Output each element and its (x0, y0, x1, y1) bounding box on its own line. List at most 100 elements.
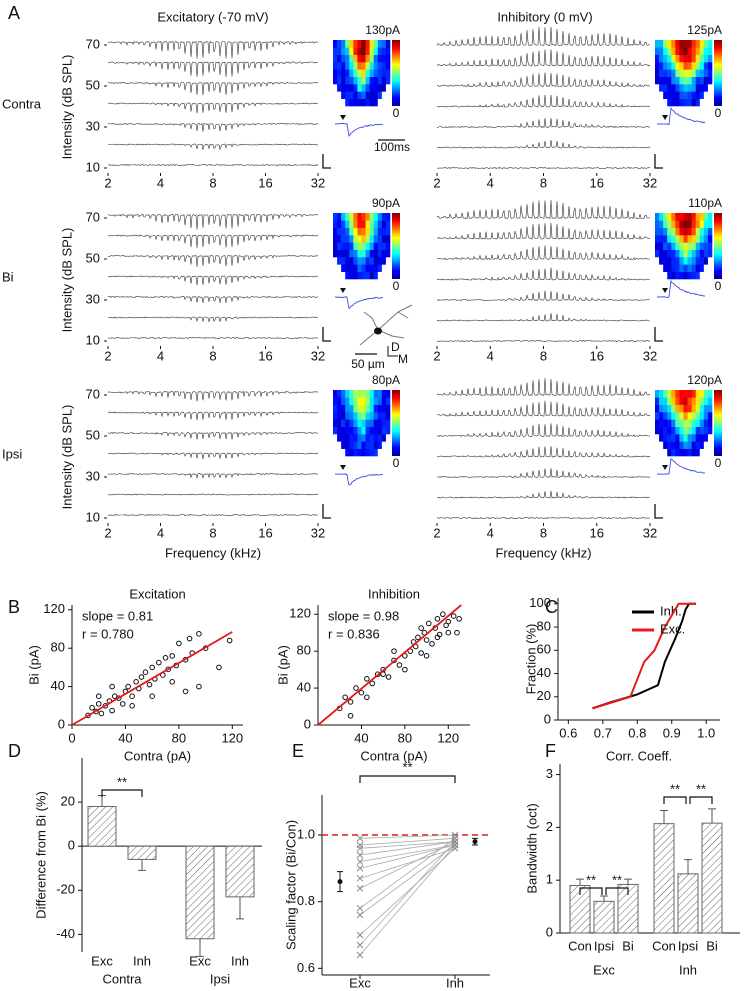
neuron-dendrite (397, 311, 409, 319)
heatmap-cell (699, 397, 705, 405)
x-tick-label: 4 (487, 175, 494, 190)
error-bar (624, 878, 632, 885)
heatmap-cell (655, 434, 660, 442)
neuron-dendrite (363, 311, 379, 331)
heatmap-cell (687, 249, 692, 258)
heatmap-cell (373, 257, 379, 265)
heatmap-cell (333, 47, 338, 55)
heatmap-cell (667, 40, 672, 48)
heatmap-cell (337, 54, 342, 63)
heatmap-cell (679, 84, 684, 92)
heatmap-cell (663, 419, 668, 427)
heatmap-cell (381, 264, 387, 272)
scale-bar (654, 327, 663, 342)
bar (593, 900, 615, 934)
heatmap-cell (683, 47, 688, 55)
heatmap-cell (667, 76, 672, 85)
heatmap-cell (663, 91, 668, 99)
heatmap-cell (699, 91, 705, 99)
heatmap-cell (381, 404, 387, 413)
heatmap-cell (695, 227, 701, 236)
individual-point (451, 844, 459, 852)
heatmap-cell (687, 54, 692, 63)
heatmap-cell (695, 62, 701, 70)
heatmap-cell (671, 54, 676, 63)
heatmap-cell (353, 54, 358, 63)
heatmap-cell (683, 91, 688, 99)
heatmap-cell (365, 69, 370, 77)
heatmap-cell (663, 412, 668, 420)
heatmap-cell (377, 419, 383, 427)
colorbar (392, 390, 400, 456)
heatmap-cell (337, 220, 342, 228)
scale-bar (654, 504, 663, 519)
heatmap-cell (377, 47, 383, 55)
heatmap-cell (365, 242, 370, 250)
inset-trace (334, 473, 384, 486)
heatmap-cell (369, 98, 375, 107)
point (182, 688, 189, 695)
heatmap-cell (349, 40, 354, 48)
heatmap-cell (659, 271, 664, 280)
heatmap-cell (695, 441, 701, 449)
heatmap-cell (385, 47, 391, 55)
y-tick-label: 60 (537, 642, 551, 657)
heatmap-cell (695, 98, 701, 107)
heatmap-cell (365, 213, 370, 221)
heatmap-cell (361, 242, 366, 250)
heatmap-cell (357, 220, 362, 228)
point (85, 712, 91, 719)
trace (107, 472, 319, 480)
point (364, 676, 370, 682)
heatmap-cell (337, 434, 342, 442)
heatmap-cell (345, 257, 350, 265)
heatmap-cell (385, 220, 391, 228)
heatmap-cell (349, 69, 354, 77)
heatmap-cell (671, 404, 676, 413)
heatmap-cell (377, 390, 383, 398)
heatmap-cell (345, 69, 350, 77)
heatmap-cell (703, 249, 709, 258)
heatmap-cell (687, 69, 692, 77)
heatmap-cell (345, 249, 350, 258)
heatmap-cell (357, 419, 362, 427)
heatmap-cell (707, 419, 713, 427)
heatmap-cell (377, 264, 383, 272)
heatmap-cell (349, 84, 354, 92)
y-axis-label: Fraction (%) (523, 624, 538, 695)
heatmap-cell (699, 271, 705, 280)
point (196, 683, 202, 690)
heatmap-cell (691, 76, 697, 85)
individual-point (356, 941, 364, 949)
heatmap-cell (381, 434, 387, 442)
heatmap-cell (369, 419, 375, 427)
heatmap-cell (337, 390, 342, 398)
heatmap-cell (349, 257, 354, 265)
heatmap-cell (687, 412, 692, 420)
heatmap-cell (377, 40, 383, 48)
individual-point (356, 931, 364, 939)
heatmap-cell (695, 271, 701, 280)
heatmap-cell (671, 40, 676, 48)
point (347, 699, 354, 705)
y-tick-label: 20 (61, 794, 75, 809)
point (216, 664, 222, 671)
point (380, 671, 386, 678)
heatmap-cell (357, 76, 362, 85)
heatmap-cell (337, 257, 342, 265)
heatmap-cell (655, 441, 660, 449)
heatmap-cell (683, 242, 688, 250)
heatmap-cell (699, 227, 705, 236)
colorbar-max-label: 90pA (372, 196, 400, 210)
x-tick-label: 32 (643, 175, 657, 190)
heatmap-cell (361, 84, 366, 92)
heatmap-cell (385, 404, 391, 413)
bar (701, 822, 723, 934)
point (369, 680, 376, 687)
heatmap-cell (365, 257, 370, 265)
point (186, 635, 193, 642)
heatmap-cell (373, 84, 379, 92)
heatmap-cell (707, 242, 713, 250)
heatmap-cell (361, 257, 366, 265)
point (129, 703, 135, 709)
